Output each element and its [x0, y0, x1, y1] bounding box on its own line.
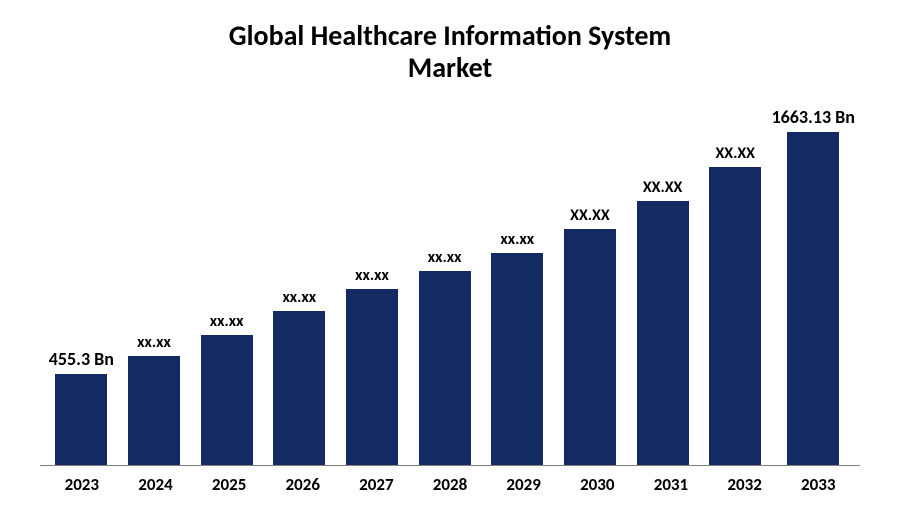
bar — [55, 374, 107, 465]
x-tick: 2026 — [266, 474, 340, 495]
x-tick: 2030 — [560, 474, 634, 495]
bar — [419, 271, 471, 465]
bar — [201, 335, 253, 465]
bar-wrap: 455.3 Bn — [45, 94, 118, 465]
x-axis: 2023202420252026202720282029203020312032… — [40, 466, 860, 495]
bar-value-label: 455.3 Bn — [49, 348, 114, 370]
chart-title-line2: Market — [40, 52, 860, 84]
bar-value-label: XX.XX — [715, 144, 755, 163]
bar-value-label: xx.xx — [500, 230, 534, 249]
chart-area: 455.3 Bn xx.xx xx.xx xx.xx xx.xx xx.xx xx.xx XX… — [40, 94, 860, 495]
bar-wrap: XX.XX — [699, 94, 772, 465]
bar — [637, 201, 689, 465]
bar-value-label: xx.xx — [282, 288, 316, 307]
bar — [491, 253, 543, 465]
bar — [564, 229, 616, 465]
x-tick: 2027 — [340, 474, 414, 495]
bar-wrap: XX.XX — [626, 94, 699, 465]
bar-value-label: 1663.13 Bn — [772, 106, 855, 128]
bar-wrap: xx.xx — [408, 94, 481, 465]
bar-value-label: XX.XX — [570, 206, 610, 225]
bar-wrap: 1663.13 Bn — [772, 94, 855, 465]
bar — [128, 356, 180, 465]
chart-title-line1: Global Healthcare Information System — [40, 20, 860, 52]
bar — [273, 311, 325, 465]
bar-wrap: xx.xx — [481, 94, 554, 465]
x-tick: 2032 — [708, 474, 782, 495]
x-tick: 2033 — [781, 474, 855, 495]
bar-value-label: xx.xx — [137, 333, 171, 352]
bars-region: 455.3 Bn xx.xx xx.xx xx.xx xx.xx xx.xx xx.xx XX… — [40, 94, 860, 466]
bar-value-label: xx.xx — [428, 248, 462, 267]
x-tick: 2023 — [45, 474, 119, 495]
bar-wrap: xx.xx — [263, 94, 336, 465]
bar-wrap: xx.xx — [190, 94, 263, 465]
x-tick: 2029 — [487, 474, 561, 495]
bar — [709, 167, 761, 465]
bar-wrap: xx.xx — [336, 94, 409, 465]
chart-container: Global Healthcare Information System Mar… — [0, 0, 900, 525]
x-tick: 2031 — [634, 474, 708, 495]
bar-value-label: xx.xx — [210, 312, 244, 331]
bar-wrap: xx.xx — [118, 94, 191, 465]
bar — [787, 132, 839, 465]
x-tick: 2025 — [192, 474, 266, 495]
bar-value-label: XX.XX — [643, 178, 683, 197]
x-tick: 2024 — [119, 474, 193, 495]
bar-value-label: xx.xx — [355, 266, 389, 285]
chart-title: Global Healthcare Information System Mar… — [40, 20, 860, 84]
bar-wrap: XX.XX — [554, 94, 627, 465]
bar — [346, 289, 398, 465]
x-tick: 2028 — [413, 474, 487, 495]
